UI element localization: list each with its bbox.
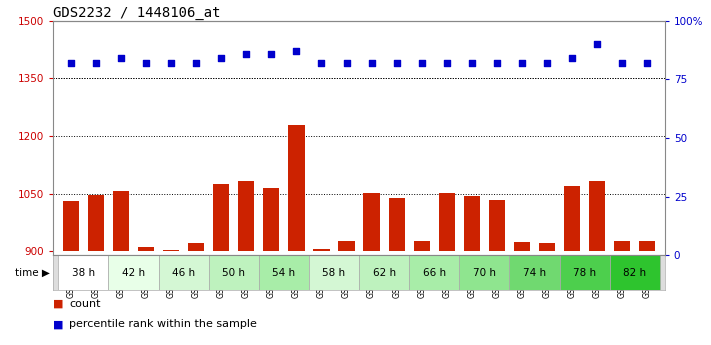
Bar xyxy=(488,199,505,252)
Text: 74 h: 74 h xyxy=(523,268,546,277)
Point xyxy=(541,60,552,66)
Bar xyxy=(213,184,230,252)
Bar xyxy=(188,243,204,252)
Bar xyxy=(138,247,154,252)
Point xyxy=(516,60,528,66)
Point xyxy=(240,51,252,56)
Text: 70 h: 70 h xyxy=(473,268,496,277)
Bar xyxy=(87,195,104,252)
Point xyxy=(115,56,127,61)
Text: 82 h: 82 h xyxy=(623,268,646,277)
Point xyxy=(592,41,603,47)
Bar xyxy=(209,255,259,290)
Text: count: count xyxy=(69,299,100,308)
Bar xyxy=(238,181,255,252)
Bar xyxy=(288,125,304,252)
Bar xyxy=(609,255,660,290)
Point xyxy=(140,60,151,66)
Bar xyxy=(560,255,609,290)
Bar xyxy=(464,196,480,252)
Bar xyxy=(359,255,409,290)
Bar xyxy=(58,255,109,290)
Bar xyxy=(509,255,560,290)
Bar xyxy=(439,193,455,252)
Point xyxy=(191,60,202,66)
Point xyxy=(65,60,77,66)
Point xyxy=(441,60,452,66)
Text: 38 h: 38 h xyxy=(72,268,95,277)
Point xyxy=(341,60,352,66)
Point xyxy=(215,56,227,61)
Bar xyxy=(409,255,459,290)
Bar xyxy=(459,255,509,290)
Bar xyxy=(163,249,179,252)
Point xyxy=(166,60,177,66)
Bar xyxy=(639,241,656,252)
Point xyxy=(567,56,578,61)
Text: percentile rank within the sample: percentile rank within the sample xyxy=(69,319,257,329)
Point xyxy=(266,51,277,56)
Text: ■: ■ xyxy=(53,299,68,308)
Bar xyxy=(314,249,330,252)
Point xyxy=(416,60,427,66)
Text: 62 h: 62 h xyxy=(373,268,396,277)
Bar xyxy=(259,255,309,290)
Text: time ▶: time ▶ xyxy=(15,268,50,277)
Text: ■: ■ xyxy=(53,319,68,329)
Point xyxy=(291,48,302,54)
Text: 78 h: 78 h xyxy=(573,268,596,277)
Point xyxy=(391,60,402,66)
Bar xyxy=(589,181,605,252)
Text: 50 h: 50 h xyxy=(223,268,245,277)
Bar xyxy=(514,242,530,252)
Point xyxy=(641,60,653,66)
Text: 46 h: 46 h xyxy=(172,268,196,277)
Bar xyxy=(63,201,79,252)
Point xyxy=(316,60,327,66)
Bar xyxy=(388,198,405,252)
Bar xyxy=(414,241,430,252)
Bar xyxy=(309,255,359,290)
Bar xyxy=(338,241,355,252)
Bar xyxy=(564,186,580,252)
Text: 58 h: 58 h xyxy=(322,268,346,277)
Text: 54 h: 54 h xyxy=(272,268,296,277)
Text: GDS2232 / 1448106_at: GDS2232 / 1448106_at xyxy=(53,6,221,20)
Bar xyxy=(539,243,555,252)
Point xyxy=(491,60,503,66)
Point xyxy=(466,60,478,66)
Bar xyxy=(159,255,209,290)
Text: 42 h: 42 h xyxy=(122,268,145,277)
Text: 66 h: 66 h xyxy=(422,268,446,277)
Point xyxy=(616,60,628,66)
Bar xyxy=(113,191,129,252)
Bar xyxy=(363,193,380,252)
Bar xyxy=(614,241,631,252)
Bar xyxy=(109,255,159,290)
Bar xyxy=(263,188,279,252)
Point xyxy=(366,60,378,66)
Point xyxy=(90,60,102,66)
